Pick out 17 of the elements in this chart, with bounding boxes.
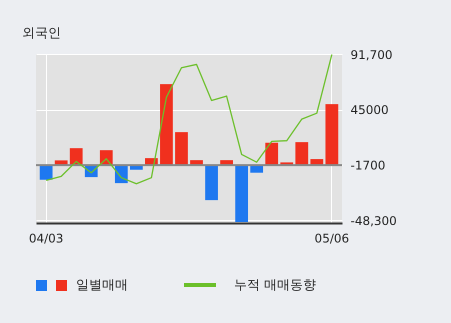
legend-label: 누적 매매동향 xyxy=(234,277,316,294)
bar xyxy=(295,142,308,166)
y-tick-label: 45000 xyxy=(350,103,389,118)
y-tick-label: -48,300 xyxy=(350,214,397,228)
bar xyxy=(205,165,218,200)
bar xyxy=(325,104,338,166)
x-tick-label: 04/03 xyxy=(28,232,64,246)
bar xyxy=(235,165,248,222)
legend-label: 일별매매 xyxy=(76,277,128,294)
chart-title: 외국인 xyxy=(22,25,61,42)
x-tick-label: 05/06 xyxy=(314,232,350,246)
y-tick-label: 91,700 xyxy=(350,48,392,62)
bar xyxy=(265,142,278,166)
bar xyxy=(160,84,173,166)
bar xyxy=(175,132,188,166)
y-tick-label: -1700 xyxy=(350,158,386,173)
line-series xyxy=(46,54,332,184)
